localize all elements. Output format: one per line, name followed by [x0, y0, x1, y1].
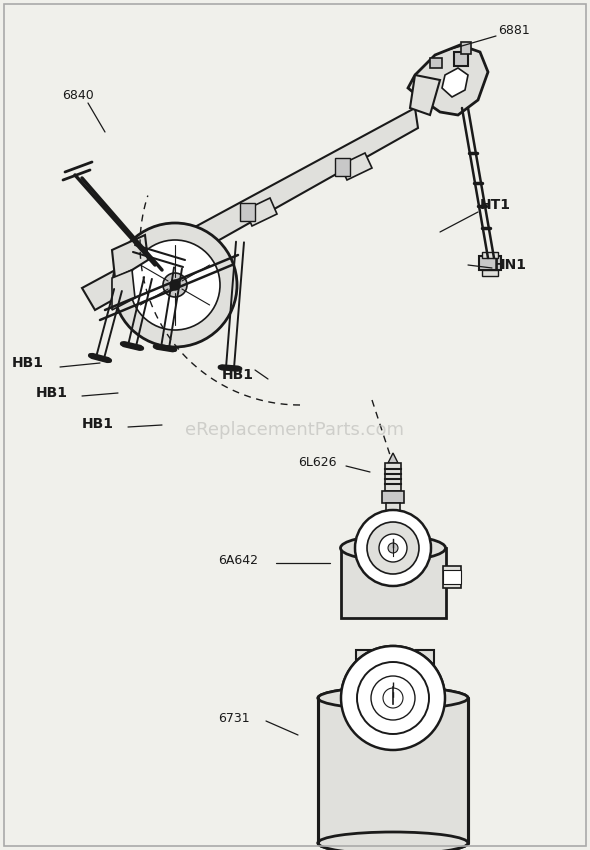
Text: 6A642: 6A642: [218, 553, 258, 566]
Text: HB1: HB1: [36, 386, 68, 400]
Circle shape: [341, 646, 445, 750]
Text: 6731: 6731: [218, 711, 250, 724]
Circle shape: [389, 694, 397, 702]
Polygon shape: [112, 270, 135, 310]
Bar: [482, 252, 498, 258]
Ellipse shape: [318, 832, 468, 850]
Bar: [335, 158, 350, 176]
Circle shape: [113, 223, 237, 347]
Polygon shape: [410, 75, 440, 115]
Bar: [461, 42, 471, 54]
Bar: [443, 570, 461, 584]
Circle shape: [367, 522, 419, 574]
Circle shape: [379, 534, 407, 562]
Text: HN1: HN1: [494, 258, 527, 272]
Polygon shape: [245, 198, 277, 226]
Ellipse shape: [318, 687, 468, 709]
Bar: [443, 566, 461, 588]
Ellipse shape: [318, 687, 468, 709]
Bar: [454, 52, 468, 66]
Bar: [135, 248, 150, 266]
Bar: [389, 531, 397, 539]
Bar: [482, 270, 498, 276]
Bar: [382, 491, 404, 503]
Circle shape: [163, 273, 187, 297]
Ellipse shape: [318, 832, 468, 850]
Bar: [479, 256, 501, 270]
Text: 6L626: 6L626: [298, 456, 336, 468]
Bar: [341, 548, 446, 618]
Circle shape: [130, 240, 220, 330]
Text: eReplacementParts.com: eReplacementParts.com: [185, 421, 405, 439]
Bar: [386, 503, 400, 531]
Circle shape: [388, 543, 398, 553]
Text: HB1: HB1: [82, 417, 114, 431]
Polygon shape: [340, 153, 372, 180]
Polygon shape: [408, 45, 488, 115]
Bar: [318, 698, 468, 843]
Bar: [385, 463, 401, 491]
Polygon shape: [112, 235, 148, 278]
Circle shape: [341, 646, 445, 750]
Bar: [430, 58, 442, 68]
Bar: [240, 203, 255, 221]
Bar: [416, 650, 434, 682]
Text: HB1: HB1: [12, 356, 44, 370]
Text: 6840: 6840: [62, 88, 94, 101]
Polygon shape: [442, 68, 468, 97]
Text: 6881: 6881: [498, 24, 530, 37]
Polygon shape: [388, 453, 398, 463]
Ellipse shape: [340, 536, 445, 560]
Bar: [356, 650, 374, 682]
Circle shape: [355, 510, 431, 586]
Polygon shape: [140, 242, 172, 271]
Text: HT1: HT1: [480, 198, 511, 212]
Polygon shape: [82, 108, 418, 310]
Text: HB1: HB1: [222, 368, 254, 382]
Bar: [386, 650, 404, 682]
Circle shape: [170, 280, 180, 290]
